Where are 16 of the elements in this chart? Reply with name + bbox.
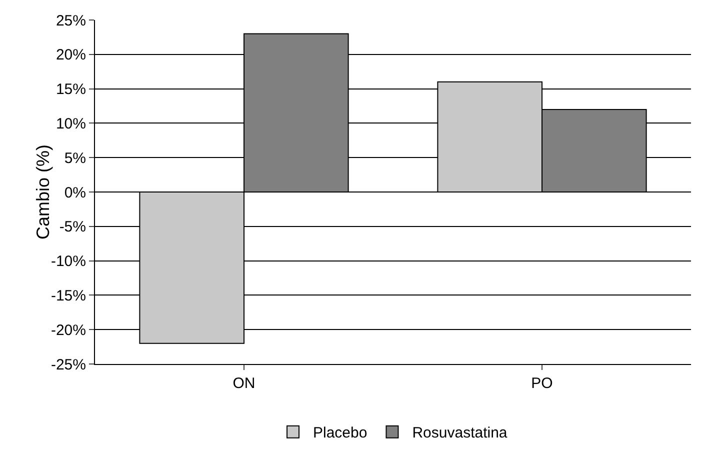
y-axis-title: Cambio (%): [33, 144, 53, 240]
x-tick-label: PO: [531, 375, 553, 392]
y-tick-label: 25%: [56, 12, 86, 30]
y-tick-label: -15%: [50, 287, 86, 304]
y-tick-label: 0%: [64, 184, 86, 202]
x-tick-label: ON: [232, 375, 256, 392]
legend-label: Rosuvastatina: [412, 424, 508, 442]
y-tick-label: 20%: [56, 46, 86, 64]
legend-label: Placebo: [313, 424, 368, 442]
y-tick-label: 15%: [56, 81, 86, 98]
y-tick-label: -25%: [50, 356, 86, 374]
y-tick-label: -10%: [50, 253, 86, 270]
y-tick-label: -5%: [59, 218, 86, 236]
y-tick-label: 5%: [64, 150, 86, 167]
y-tick-label: -20%: [50, 322, 86, 339]
y-tick-label: 10%: [56, 115, 86, 132]
